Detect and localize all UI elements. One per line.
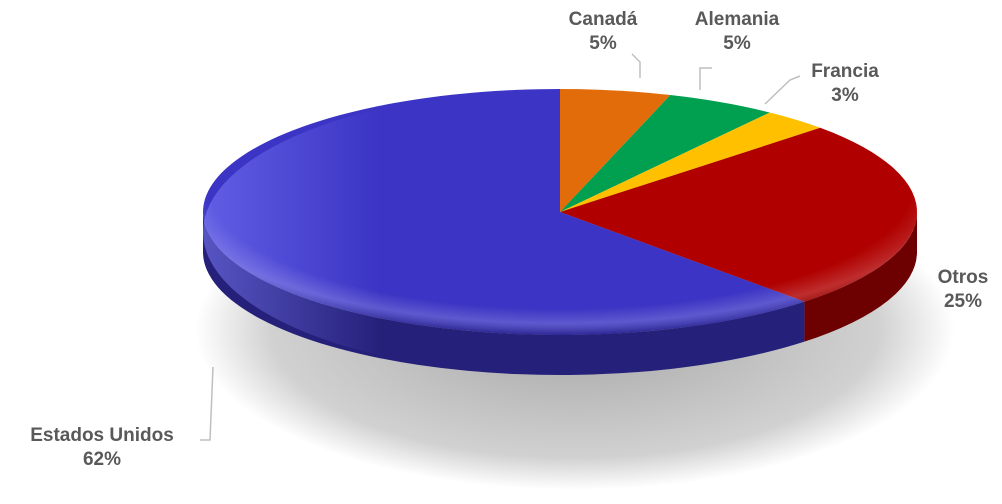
leader-lines	[200, 53, 801, 441]
leader-francia	[764, 75, 801, 105]
leader-alemania	[699, 67, 712, 90]
label-alemania: Alemania 5%	[694, 9, 780, 54]
label-estados-unidos: Estados Unidos 62%	[30, 425, 174, 470]
leader-canada	[631, 53, 641, 78]
label-canada: Canadá 5%	[568, 9, 638, 54]
label-francia: Francia 3%	[811, 61, 879, 106]
leader-estados-unidos	[200, 366, 214, 441]
label-otros: Otros 25%	[937, 267, 989, 312]
